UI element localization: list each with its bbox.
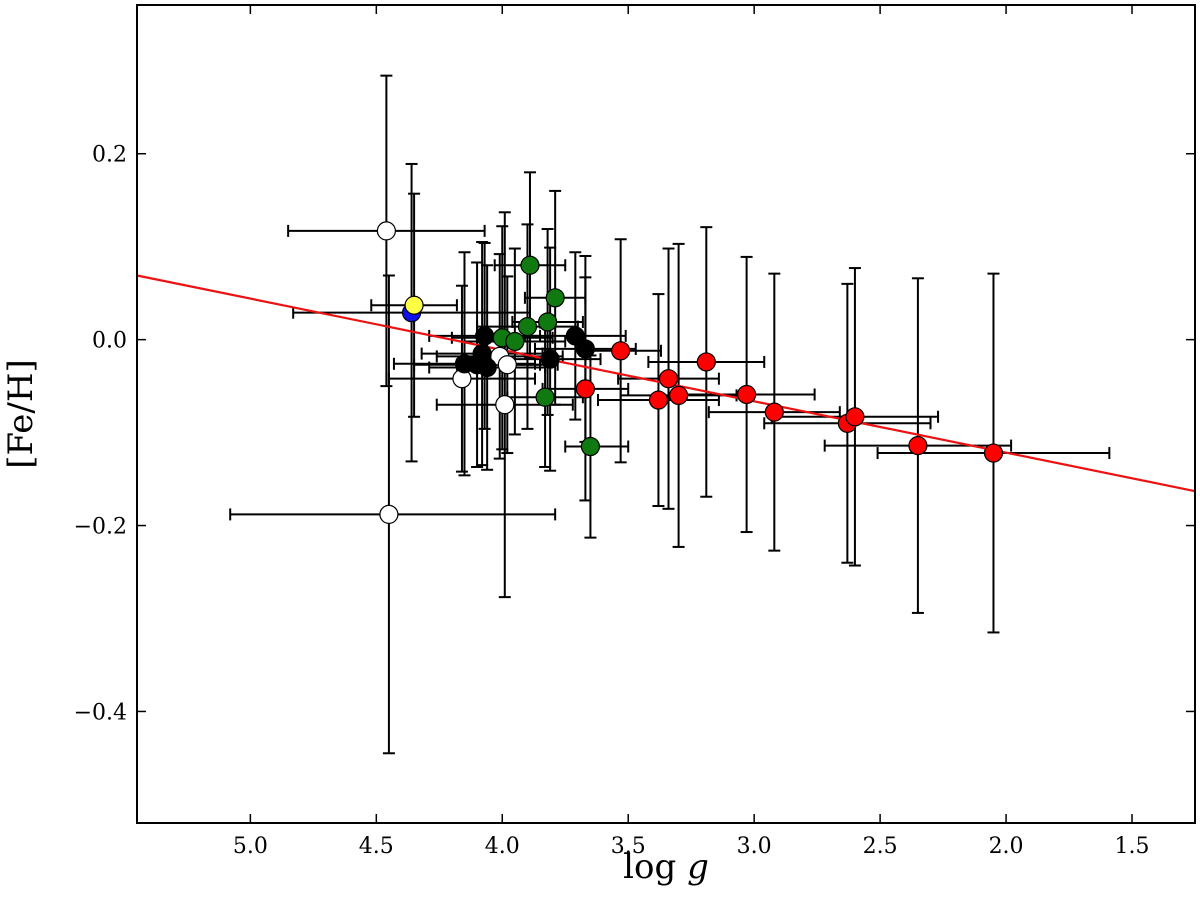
x-tick-label: 1.5 [1115,834,1150,859]
data-point-green [517,317,538,337]
data-point-white [495,395,515,415]
plot-area [136,74,1196,755]
data-point-green [520,255,540,275]
data-point-green [538,312,558,332]
data-point-black [477,357,497,378]
data-point-black [475,326,495,346]
data-point-green [535,387,555,407]
data-point-white [379,504,399,524]
y-tick-label: 0.2 [92,143,127,168]
data-point-black [575,339,595,359]
data-point-red [648,390,669,410]
x-tick-label: 4.0 [485,834,520,859]
y-tick-label: −0.2 [74,515,127,540]
data-point-red [575,379,595,399]
y-tick-label: −0.4 [74,700,127,725]
x-tick-label: 4.5 [359,834,394,859]
x-tick-label: 5.0 [233,834,268,859]
data-point-white [497,355,517,375]
data-point-red [737,384,757,405]
data-point-red [983,443,1004,463]
x-tick-label: 3.0 [737,834,772,859]
data-point-white [376,221,396,241]
data-point-green [580,436,601,457]
data-point-black [565,326,585,346]
y-axis-title: [Fe/H] [1,359,41,469]
y-tick-label: 0.0 [92,329,127,354]
x-tick-label: 3.5 [611,834,646,859]
data-point-red [845,407,865,427]
data-point-yellow [404,295,424,315]
data-point-red [908,436,928,456]
x-tick-label: 2.0 [989,834,1024,859]
x-axis-title: log g [623,847,709,887]
data-point-red [611,341,631,361]
data-point-red [668,385,689,406]
axis-ticks: 5.0 4.5 4.0 3.5 3.0 2.5 2.0 1.5 0.2 0.0 −0.2 −0.4 [74,5,1195,859]
data-point-red [696,352,716,372]
plot-frame [136,4,1196,824]
data-point-green [505,331,525,352]
data-point-red [658,369,679,389]
x-tick-label: 2.5 [863,834,898,859]
data-point-black [540,349,560,369]
data-point-red [764,402,784,422]
data-point-green [545,288,565,308]
